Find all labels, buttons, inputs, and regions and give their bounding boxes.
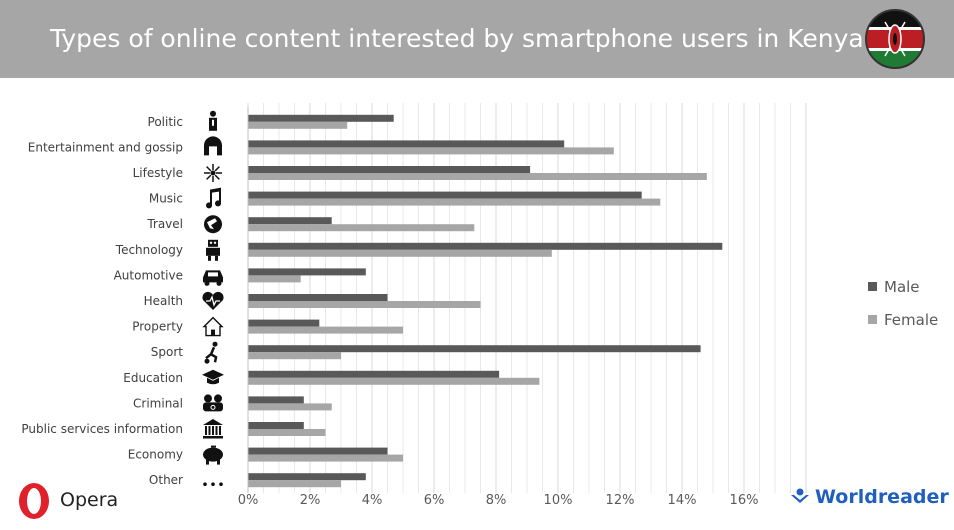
bar-female-education (248, 377, 540, 385)
bar-female-criminal (248, 403, 332, 411)
opera-logo-text: Opera (60, 489, 119, 511)
legend-male: Male (868, 278, 920, 296)
legend-male-label: Male (884, 278, 920, 296)
headphones-icon (204, 136, 222, 156)
page-title: Types of online content interested by sm… (50, 24, 864, 53)
bar-female-property (248, 326, 403, 334)
category-label: Other (149, 473, 183, 487)
bar-male-politic (248, 114, 394, 122)
legend-male-swatch (868, 282, 877, 291)
category-label: Automotive (114, 268, 183, 282)
bar-male-property (248, 319, 320, 327)
category-label: Travel (146, 217, 183, 231)
bar-female-entertainment-and-gossip (248, 147, 614, 155)
x-tick-label: 14% (668, 493, 697, 508)
government-building-icon (203, 419, 223, 439)
category-label: Music (149, 192, 183, 206)
category-label: Education (123, 371, 183, 385)
category-label: Sport (151, 345, 184, 359)
bar-female-economy (248, 454, 403, 462)
globe-airplane-icon (204, 215, 222, 234)
bar-female-music (248, 198, 661, 206)
x-tick-label: 8% (486, 493, 507, 508)
bar-male-automotive (248, 268, 366, 276)
worldreader-logo-text: Worldreader (815, 486, 949, 508)
robot-icon (206, 239, 220, 261)
category-label: Lifestyle (133, 166, 183, 180)
piggy-bank-icon (203, 445, 223, 465)
bar-male-travel (248, 217, 332, 225)
person-at-podium-icon (209, 110, 217, 131)
music-note-icon (206, 187, 221, 209)
bar-male-technology (248, 242, 723, 250)
bar-male-lifestyle (248, 166, 531, 173)
car-icon (203, 270, 223, 286)
kenya-flag-icon (865, 9, 925, 69)
category-label: Entertainment and gossip (28, 140, 183, 154)
category-label: Property (132, 320, 183, 334)
category-label: Politic (148, 115, 183, 129)
category-label: Criminal (133, 396, 183, 410)
opera-logo-icon (19, 483, 49, 519)
x-tick-label: 0% (238, 493, 259, 508)
house-icon (202, 316, 224, 337)
sparkle-icon (204, 164, 222, 182)
bar-male-public-services-information (248, 422, 304, 429)
legend-female: Female (868, 311, 938, 329)
worldreader-logo: Worldreader (790, 486, 949, 508)
legend-female-label: Female (884, 311, 939, 329)
graduation-cap-icon (202, 369, 224, 385)
bar-female-technology (248, 249, 552, 257)
x-tick-label: 2% (300, 493, 321, 508)
bar-female-politic (248, 121, 348, 129)
bar-male-sport (248, 345, 701, 353)
bar-female-automotive (248, 275, 301, 283)
handcuffed-people-icon (203, 394, 223, 412)
legend-female-swatch (868, 315, 877, 324)
heart-pulse-icon (202, 291, 224, 310)
x-tick-label: 6% (424, 493, 445, 508)
category-label: Technology (115, 243, 183, 257)
x-tick-label: 4% (362, 493, 383, 508)
ellipsis-icon (203, 482, 223, 486)
opera-logo: Opera (16, 481, 124, 521)
bar-female-health (248, 301, 481, 308)
bar-female-other (248, 480, 341, 488)
category-label: Health (144, 294, 183, 308)
title-banner: Types of online content interested by sm… (0, 0, 954, 78)
bar-female-public-services-information (248, 429, 326, 436)
bar-female-lifestyle (248, 173, 707, 180)
x-tick-label: 16% (730, 493, 759, 508)
bar-male-health (248, 294, 388, 301)
bar-male-music (248, 191, 642, 199)
x-tick-label: 12% (606, 493, 635, 508)
x-tick-label: 10% (544, 493, 573, 508)
bar-male-other (248, 473, 366, 481)
soccer-player-icon (204, 341, 218, 364)
bar-female-sport (248, 352, 341, 360)
bar-male-entertainment-and-gossip (248, 140, 565, 148)
bar-male-criminal (248, 396, 304, 404)
category-label: Public services information (21, 422, 183, 436)
bar-male-economy (248, 447, 388, 455)
bar-chart: Politic Entertainment and gossip Lifestyle… (21, 103, 807, 508)
bar-male-education (248, 370, 500, 378)
category-label: Economy (128, 448, 183, 462)
worldreader-logo-icon (791, 488, 809, 503)
bar-female-travel (248, 224, 475, 232)
